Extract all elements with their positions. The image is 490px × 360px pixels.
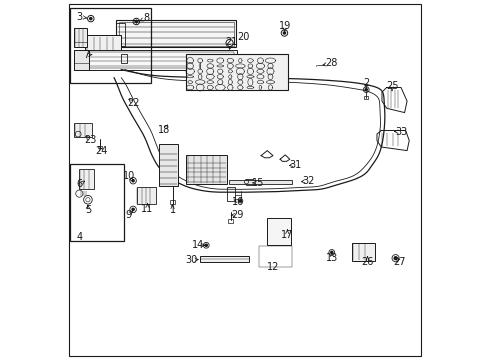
Text: 6: 6 [76, 179, 82, 189]
Text: 32: 32 [303, 176, 315, 186]
Text: 8: 8 [143, 13, 149, 23]
Bar [229, 180, 292, 184]
Circle shape [90, 18, 92, 20]
Bar [170, 200, 175, 204]
Circle shape [132, 180, 134, 182]
Circle shape [331, 251, 333, 253]
Circle shape [132, 208, 134, 211]
Bar [85, 36, 122, 53]
Bar [116, 21, 236, 47]
Bar [227, 187, 235, 201]
Text: 9: 9 [125, 210, 131, 220]
Text: 28: 28 [325, 58, 337, 68]
Circle shape [135, 21, 137, 23]
Bar [74, 28, 87, 47]
Bar [200, 256, 248, 262]
Circle shape [283, 32, 286, 34]
Text: 18: 18 [158, 125, 171, 135]
Text: 21: 21 [225, 37, 238, 47]
Text: 25: 25 [386, 81, 398, 91]
Circle shape [240, 200, 242, 202]
Bar [74, 123, 92, 137]
Bar [267, 218, 291, 244]
Bar [116, 23, 125, 45]
Circle shape [205, 244, 207, 246]
Bar [352, 243, 375, 261]
Text: 22: 22 [127, 98, 139, 108]
Text: 14: 14 [192, 240, 204, 250]
Bar [137, 187, 156, 204]
Bar [245, 179, 253, 185]
Text: 12: 12 [267, 262, 279, 272]
Bar [76, 52, 234, 68]
Bar [228, 220, 233, 223]
Text: 1: 1 [170, 206, 175, 216]
Text: 31: 31 [289, 159, 301, 170]
Text: 29: 29 [231, 210, 244, 220]
Bar [70, 164, 124, 241]
Circle shape [394, 257, 397, 260]
Bar [364, 96, 368, 99]
Text: 23: 23 [84, 135, 96, 145]
Bar [122, 54, 126, 63]
Text: 26: 26 [362, 257, 374, 267]
Text: 3: 3 [76, 12, 82, 22]
Bar [259, 246, 293, 267]
Bar [186, 54, 288, 90]
Text: 16: 16 [232, 197, 245, 207]
Text: 13: 13 [326, 253, 338, 263]
Text: 17: 17 [281, 230, 294, 239]
Circle shape [365, 89, 368, 91]
Text: 15: 15 [252, 178, 265, 188]
Text: 4: 4 [76, 232, 82, 242]
Bar [85, 36, 122, 53]
Bar [186, 155, 227, 184]
Bar [79, 169, 95, 189]
Text: 33: 33 [395, 127, 407, 136]
Text: 30: 30 [185, 255, 197, 265]
Text: 20: 20 [237, 32, 249, 41]
Bar [74, 50, 89, 69]
Bar [70, 8, 151, 83]
Text: 24: 24 [96, 146, 108, 156]
Bar [74, 50, 237, 69]
Bar [98, 145, 102, 148]
Text: 5: 5 [85, 206, 91, 216]
Bar [119, 22, 234, 46]
Text: 7: 7 [83, 50, 90, 60]
Text: 2: 2 [363, 78, 369, 88]
Text: 19: 19 [279, 21, 291, 31]
Text: 11: 11 [141, 204, 153, 214]
Text: 10: 10 [123, 171, 136, 181]
Bar [159, 144, 177, 186]
Text: 27: 27 [393, 257, 406, 267]
